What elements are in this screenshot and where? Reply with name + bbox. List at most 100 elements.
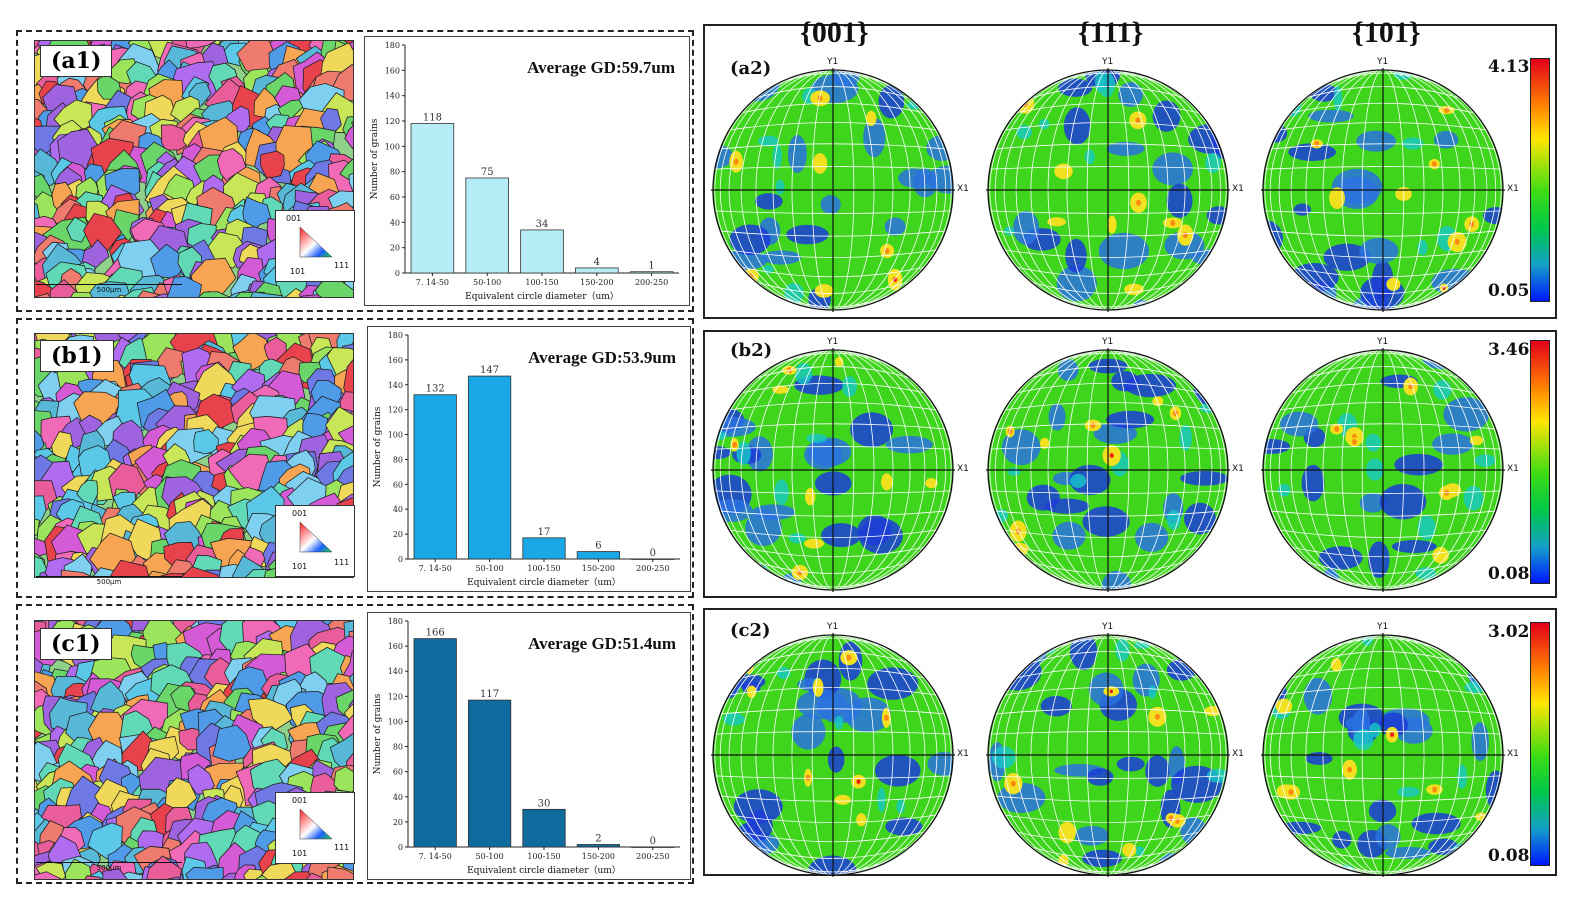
bar-data-label: 132: [426, 384, 445, 395]
axis-label-y1: Y1: [827, 57, 839, 67]
ipf-legend-c: 001 101 111: [275, 792, 355, 864]
bar-data-label: 34: [536, 219, 549, 230]
colorbar-min-c2: 0.08: [1488, 846, 1530, 866]
colorbar-b2: [1530, 340, 1550, 584]
legend-101: 101: [292, 562, 308, 571]
legend-111: 111: [334, 558, 350, 567]
x-tick-label: 150-200: [580, 278, 613, 287]
x-axis-label: Equivalent circle diameter（um）: [467, 577, 621, 588]
x-tick-label: 50-100: [476, 564, 504, 573]
ipf-legend-b: 001 101 111: [275, 505, 355, 577]
bar: [467, 375, 512, 560]
y-tick-label: 60: [393, 768, 403, 777]
axis-label-x1: X1: [1507, 464, 1519, 474]
ipf-legend-a: 001 101 111: [275, 210, 355, 282]
legend-001: 001: [292, 796, 308, 805]
histogram-a1: 0 20 40 60 80 100 120 140 160 180 118 7. 14-50 75 50-…: [370, 41, 679, 302]
axis-label-y1: Y1: [1102, 57, 1114, 67]
y-tick-label: 160: [388, 642, 403, 651]
bar-data-label: 4: [594, 257, 600, 268]
pole-figure-box-c2: [703, 608, 1557, 876]
y-tick-label: 100: [388, 717, 403, 726]
pole-column-title-111: {111}: [1078, 16, 1144, 49]
legend-111: 111: [334, 261, 350, 270]
y-axis-label: Number of grains: [373, 406, 383, 487]
legend-001: 001: [286, 214, 302, 223]
y-tick-label: 20: [390, 244, 400, 253]
panel-label-b1: (b1): [40, 340, 114, 372]
pole-figure-box-b2: [703, 330, 1557, 598]
histogram-frame-a1: 0 20 40 60 80 100 120 140 160 180 118 7. 14-50 75 50-…: [364, 36, 690, 306]
bar-data-label: 6: [595, 541, 601, 552]
axis-label-y1: Y1: [827, 337, 839, 347]
x-tick-label: 100-150: [525, 278, 558, 287]
pole-column-title-101: {101}: [1352, 16, 1421, 49]
colorbar-a2: [1530, 58, 1550, 302]
axis-label-x1: X1: [957, 749, 969, 759]
y-tick-label: 40: [393, 793, 403, 802]
y-tick-label: 0: [398, 843, 403, 852]
scale-label: 500μm: [96, 864, 122, 872]
axis-label-x1: X1: [1507, 184, 1519, 194]
legend-101: 101: [290, 267, 306, 276]
y-tick-label: 140: [388, 381, 403, 390]
scale-label: 500μm: [96, 286, 122, 294]
chart-title: Average GD:53.9um: [528, 348, 676, 367]
y-tick-label: 60: [393, 480, 403, 489]
bar: [465, 177, 509, 274]
axis-label-y1: Y1: [1377, 337, 1389, 347]
ipf-triangle-icon: [299, 521, 333, 553]
colorbar-max-c2: 3.02: [1488, 622, 1530, 642]
y-tick-label: 0: [398, 555, 403, 564]
ipf-triangle-icon: [299, 808, 333, 840]
panel-label-c1: (c1): [40, 628, 112, 660]
bar-data-label: 147: [480, 365, 499, 376]
axis-label-x1: X1: [1232, 184, 1244, 194]
axis-label-x1: X1: [1232, 464, 1244, 474]
bar: [576, 844, 621, 848]
panel-a-dashed: [16, 30, 694, 312]
scale-bar-a: 500μm: [36, 284, 182, 294]
panel-b-dashed: [16, 318, 694, 598]
bar-data-label: 17: [538, 527, 551, 538]
bar-data-label: 0: [650, 548, 656, 559]
panel-c-dashed: [16, 604, 694, 884]
axis-label-y1: Y1: [1377, 57, 1389, 67]
x-tick-label: 200-250: [635, 278, 668, 287]
scale-bar-c: 500μm: [36, 862, 182, 872]
x-tick-label: 100-150: [527, 564, 560, 573]
bar-data-label: 118: [423, 113, 442, 124]
y-tick-label: 100: [388, 431, 403, 440]
colorbar-c2: [1530, 622, 1550, 866]
pole-column-title-001: {001}: [800, 16, 869, 49]
ebsd-map-a1: [34, 40, 354, 298]
y-tick-label: 40: [390, 218, 400, 227]
y-tick-label: 100: [385, 142, 400, 151]
y-tick-label: 20: [393, 530, 403, 539]
pole-row-label-a2: (a2): [730, 58, 772, 79]
bar-data-label: 1: [648, 261, 654, 272]
colorbar-max-a2: 4.13: [1488, 57, 1530, 77]
pole-figure-box-a2: [703, 24, 1557, 319]
x-tick-label: 200-250: [636, 852, 669, 861]
pole-row-label-c2: (c2): [730, 620, 771, 641]
bar: [522, 537, 566, 560]
bar: [576, 551, 621, 560]
y-tick-label: 140: [388, 667, 403, 676]
scale-label: 500μm: [96, 578, 122, 586]
y-tick-label: 60: [390, 193, 400, 202]
bar: [413, 394, 457, 560]
y-tick-label: 120: [385, 117, 400, 126]
histogram-frame-c1: 0 20 40 60 80 100 120 140 160 180 166 7. 14-50 117 50…: [367, 612, 691, 880]
x-axis-label: Equivalent circle diameter（um）: [465, 291, 619, 302]
bar: [575, 267, 619, 274]
axis-label-y1: Y1: [1102, 337, 1114, 347]
bar-data-label: 30: [538, 798, 551, 809]
pole-row-label-b2: (b2): [730, 340, 773, 361]
y-tick-label: 20: [393, 818, 403, 827]
y-axis-label: Number of grains: [373, 693, 383, 774]
x-tick-label: 7. 14-50: [419, 564, 452, 573]
axis-label-x1: X1: [957, 464, 969, 474]
